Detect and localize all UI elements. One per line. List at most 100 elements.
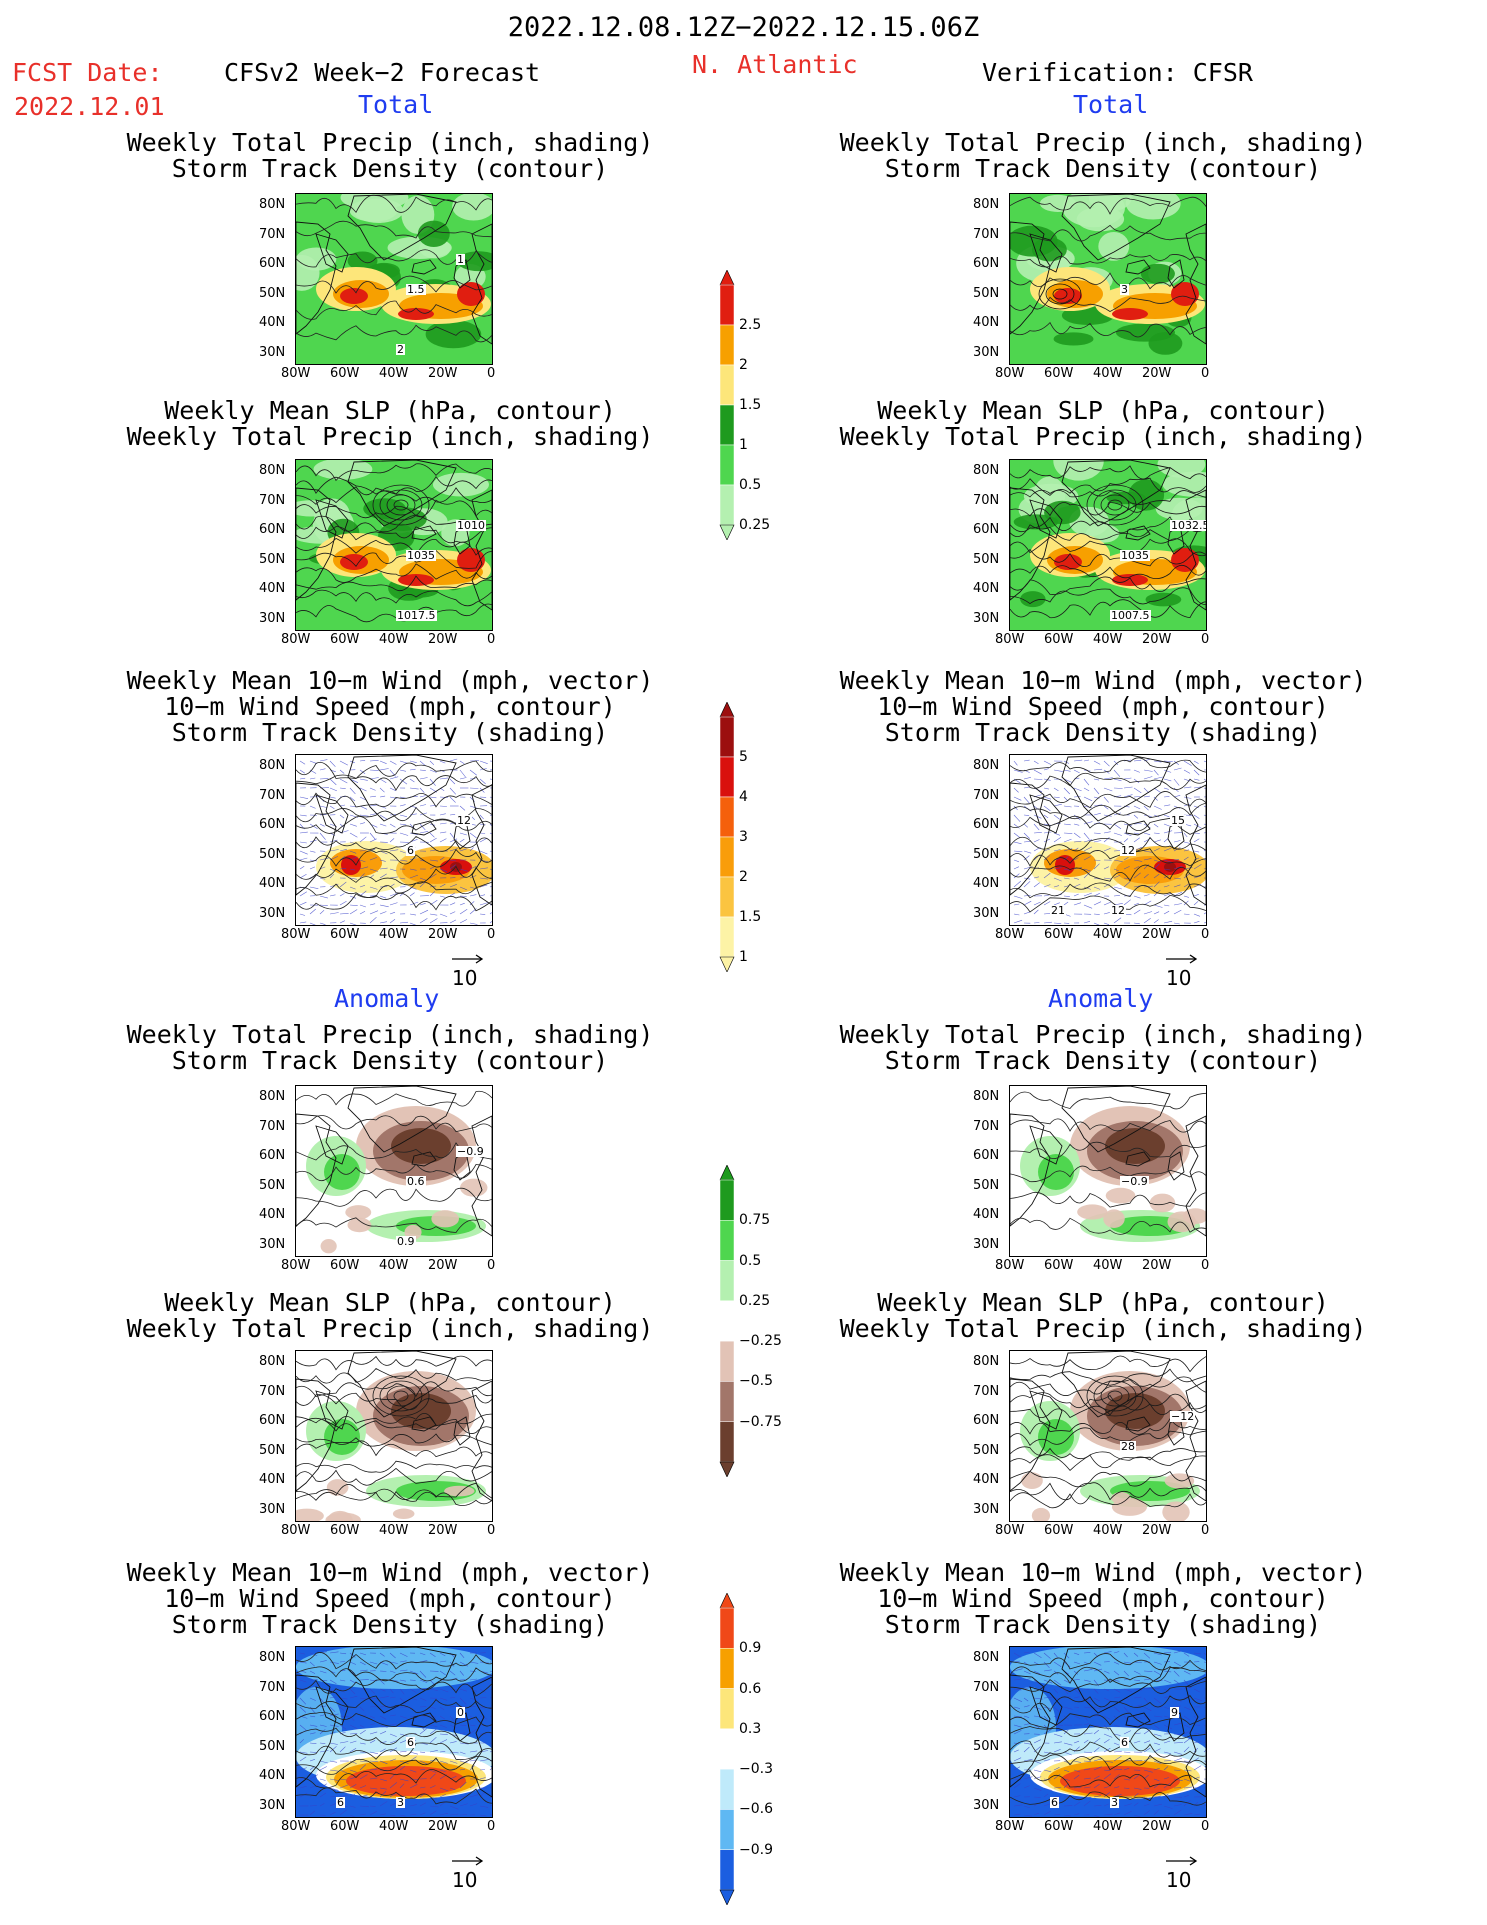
lon-tick-label: 20W <box>428 1523 458 1538</box>
colorbar-label: 0.5 <box>739 1252 762 1269</box>
contour-label: 1007.5 <box>1110 609 1151 622</box>
contour-label: 3 <box>1110 1796 1119 1809</box>
lat-tick-label: 40N <box>973 1768 1000 1783</box>
colorbar-swatch <box>719 1220 735 1261</box>
lat-tick-label: 30N <box>973 610 1000 626</box>
lat-tick-label: 80N <box>259 758 286 773</box>
colorbar-label: 2 <box>739 357 748 373</box>
lat-tick-label: 70N <box>259 787 286 803</box>
panel-title-v-3-0: Weekly Total Precip (inch, shading) <box>839 1020 1367 1049</box>
contour-label: 1.5 <box>406 283 426 296</box>
panel-title-f-1-0: Weekly Mean SLP (hPa, contour) <box>164 396 616 425</box>
lon-tick-label: 20W <box>428 1819 458 1834</box>
lat-tick-label: 50N <box>973 1177 1000 1193</box>
lat-tick-label: 40N <box>259 315 286 330</box>
lat-tick-label: 40N <box>973 1472 1000 1487</box>
lon-tick-label: 40W <box>1093 927 1123 942</box>
lat-tick-label: 50N <box>973 1442 1000 1458</box>
contour-label: −0.9 <box>1120 1175 1149 1188</box>
lon-tick-label: 80W <box>281 927 311 942</box>
lon-tick-label: 0 <box>487 1819 496 1834</box>
lon-tick-label: 0 <box>1201 1258 1210 1273</box>
lon-tick-label: 20W <box>428 632 458 647</box>
panel-title-f-5-0: Weekly Mean 10−m Wind (mph, vector) <box>126 1558 654 1587</box>
fcst-date-label: FCST Date: <box>12 58 163 87</box>
lat-tick-label: 80N <box>259 1089 286 1104</box>
lon-tick-label: 80W <box>281 1258 311 1273</box>
lat-tick-label: 80N <box>973 197 1000 212</box>
panel-title-f-5-1: 10−m Wind Speed (mph, contour) <box>164 1584 616 1613</box>
lon-tick-label: 20W <box>428 1258 458 1273</box>
lat-tick-label: 30N <box>259 1797 286 1813</box>
lat-tick-label: 40N <box>973 1207 1000 1222</box>
panel-title-f-3-1: Storm Track Density (contour) <box>171 1046 609 1075</box>
map-panel-v-slp-anom: 28 −12 <box>1009 1350 1207 1522</box>
lat-tick-label: 50N <box>259 1442 286 1458</box>
colorbar-label: 2.5 <box>739 317 762 333</box>
panel-title-v-0-1: Storm Track Density (contour) <box>884 154 1322 183</box>
lon-tick-label: 40W <box>1093 366 1123 381</box>
section-anomaly-right: Anomaly <box>1048 984 1154 1013</box>
panel-title-v-5-0: Weekly Mean 10−m Wind (mph, vector) <box>839 1558 1367 1587</box>
contour-label: 6 <box>406 1736 415 1749</box>
lon-tick-label: 20W <box>1142 366 1172 381</box>
lon-tick-label: 0 <box>1201 1819 1210 1834</box>
section-anomaly-left: Anomaly <box>334 984 440 1013</box>
colorbar-label: 1 <box>739 949 748 965</box>
lat-tick-label: 50N <box>259 1177 286 1193</box>
panel-title-f-4-1: Weekly Total Precip (inch, shading) <box>126 1314 654 1343</box>
contour-label: 0.6 <box>406 1175 426 1188</box>
colorbar-swatch <box>719 1607 735 1649</box>
contour-label: 12 <box>456 814 472 827</box>
colorbar-swatch <box>719 1849 735 1891</box>
lon-tick-label: 20W <box>1142 927 1172 942</box>
lat-tick-label: 30N <box>259 1501 286 1517</box>
lon-tick-label: 60W <box>330 366 360 381</box>
colorbar-label: 0.3 <box>739 1720 762 1737</box>
colorbar-label: 1.5 <box>739 909 762 925</box>
map-panel-v-precip-anom: −0.9 <box>1009 1085 1207 1257</box>
panel-title-v-1-0: Weekly Mean SLP (hPa, contour) <box>877 396 1329 425</box>
contour-label: 28 <box>1120 1440 1136 1453</box>
lon-tick-label: 20W <box>1142 1523 1172 1538</box>
lon-tick-label: 20W <box>1142 1258 1172 1273</box>
contour-label: 12 <box>1110 904 1126 917</box>
lat-tick-label: 60N <box>973 1709 1000 1724</box>
lon-tick-label: 60W <box>1044 1258 1074 1273</box>
map-panel-v-wind-total: 12 15 12 21 <box>1009 754 1207 926</box>
lat-tick-label: 30N <box>259 610 286 626</box>
lon-tick-label: 80W <box>281 1819 311 1834</box>
lon-tick-label: 40W <box>1093 1258 1123 1273</box>
lon-tick-label: 20W <box>428 927 458 942</box>
lon-tick-label: 80W <box>281 366 311 381</box>
contour-label: 3 <box>1120 283 1129 296</box>
lat-tick-label: 40N <box>973 315 1000 330</box>
lat-tick-label: 30N <box>259 1236 286 1252</box>
colorbar-label: −0.25 <box>739 1333 782 1350</box>
lat-tick-label: 80N <box>259 197 286 212</box>
colorbar-label: 0.6 <box>739 1680 762 1697</box>
lon-tick-label: 60W <box>1044 1819 1074 1834</box>
colorbar-label: 1 <box>739 437 748 453</box>
colorbar-swatch <box>719 916 735 958</box>
panel-title-f-0-0: Weekly Total Precip (inch, shading) <box>126 128 654 157</box>
colorbar-swatch <box>719 1260 735 1302</box>
lon-tick-label: 80W <box>995 1258 1025 1273</box>
panel-title-v-4-0: Weekly Mean SLP (hPa, contour) <box>877 1288 1329 1317</box>
colorbar-label: 1.5 <box>739 397 762 413</box>
lat-tick-label: 40N <box>259 581 286 596</box>
colorbar-label: 4 <box>739 789 748 805</box>
map-panel-v-wind-anom: 6 9 3 6 <box>1009 1646 1207 1818</box>
lon-tick-label: 0 <box>487 632 496 647</box>
lat-tick-label: 30N <box>973 905 1000 921</box>
lon-tick-label: 60W <box>1044 927 1074 942</box>
colorbar-swatch <box>719 1688 735 1730</box>
lon-tick-label: 80W <box>281 632 311 647</box>
lat-tick-label: 30N <box>973 1236 1000 1252</box>
panel-title-f-0-1: Storm Track Density (contour) <box>171 154 609 183</box>
lat-tick-label: 40N <box>259 1768 286 1783</box>
contour-label: 12 <box>1120 844 1136 857</box>
lat-tick-label: 50N <box>973 846 1000 862</box>
lat-tick-label: 30N <box>259 905 286 921</box>
lat-tick-label: 70N <box>973 226 1000 242</box>
